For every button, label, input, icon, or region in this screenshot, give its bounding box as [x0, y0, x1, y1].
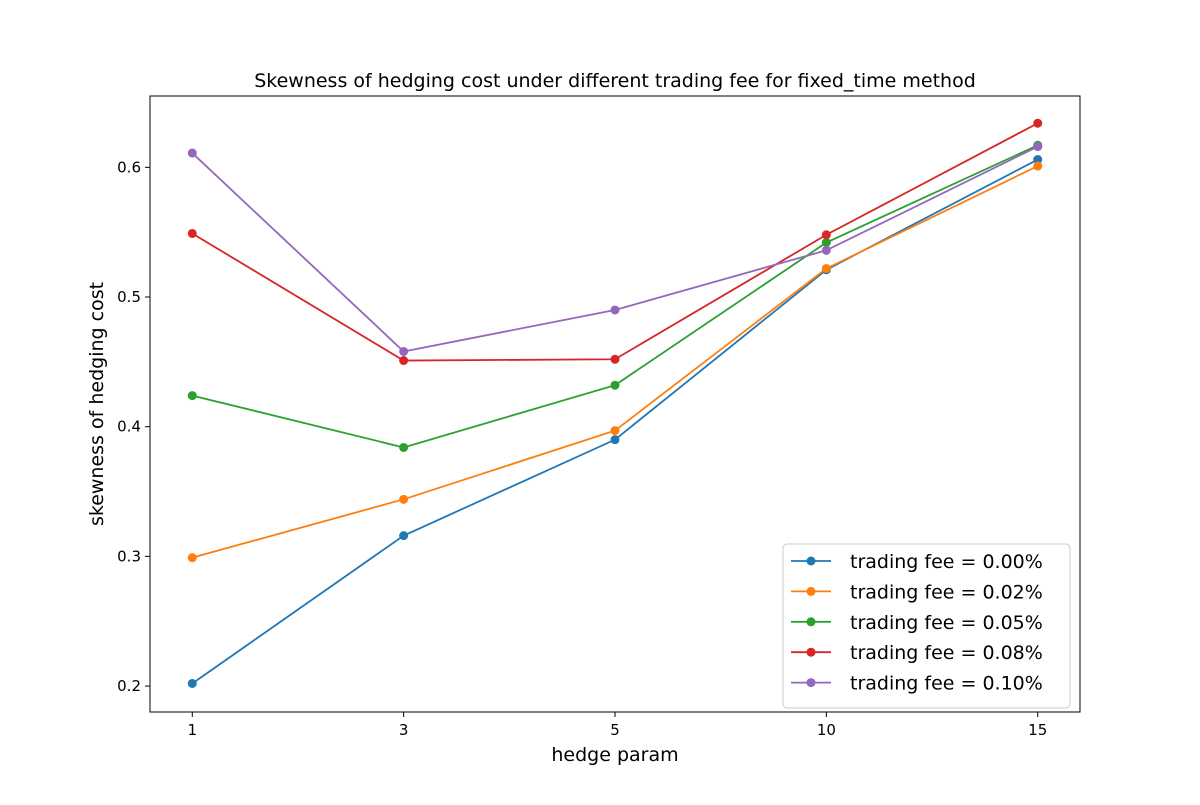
data-point: [187, 678, 197, 688]
x-axis-label: hedge param: [551, 744, 678, 766]
data-point: [399, 346, 409, 356]
data-point: [610, 435, 620, 445]
x-tick-label: 1: [187, 721, 197, 739]
y-axis-label: skewness of hedging cost: [86, 282, 108, 526]
data-point: [187, 148, 197, 158]
legend-item-3: trading fee = 0.08%: [791, 642, 1043, 664]
legend-label: trading fee = 0.00%: [850, 551, 1043, 573]
data-point: [1033, 142, 1043, 152]
y-tick-label: 0.5: [117, 288, 141, 306]
data-point: [610, 380, 620, 390]
data-point: [187, 391, 197, 401]
series-4: [187, 142, 1043, 356]
data-point: [821, 238, 831, 248]
plot-area: 1 3 5 10 15 0.2 0.3 0.4 0.5 0.6: [117, 95, 1081, 739]
legend-marker: [806, 647, 816, 657]
data-point: [821, 263, 831, 273]
data-point: [399, 356, 409, 366]
legend-item-1: trading fee = 0.02%: [791, 581, 1043, 603]
legend-label: trading fee = 0.08%: [850, 642, 1043, 664]
data-point: [187, 228, 197, 238]
legend: trading fee = 0.00% trading fee = 0.02% tr…: [782, 543, 1071, 709]
series-3: [187, 118, 1043, 366]
series-line: [191, 122, 1039, 362]
data-point: [399, 442, 409, 452]
legend-label: trading fee = 0.10%: [850, 673, 1043, 695]
legend-item-0: trading fee = 0.00%: [791, 551, 1043, 573]
x-tick-label: 5: [610, 721, 620, 739]
series-line: [191, 145, 1039, 353]
data-point: [610, 354, 620, 364]
series-2: [187, 140, 1043, 452]
data-point: [399, 494, 409, 504]
x-tick-label: 3: [399, 721, 409, 739]
chart-title: Skewness of hedging cost under different…: [254, 70, 976, 92]
x-tick-label: 15: [1028, 721, 1047, 739]
legend-marker: [806, 617, 816, 627]
y-tick-label: 0.4: [117, 418, 141, 436]
data-point: [821, 245, 831, 255]
legend-marker: [806, 678, 816, 688]
data-point: [1033, 118, 1043, 128]
legend-box: [782, 543, 1071, 709]
y-tick-label: 0.6: [117, 158, 141, 176]
legend-marker: [806, 586, 816, 596]
data-point: [1033, 155, 1043, 165]
legend-marker: [806, 556, 816, 566]
data-point: [399, 531, 409, 541]
x-tick-label: 10: [817, 721, 836, 739]
data-point: [610, 426, 620, 436]
data-point: [187, 553, 197, 563]
legend-label: trading fee = 0.02%: [850, 581, 1043, 603]
legend-label: trading fee = 0.05%: [850, 612, 1043, 634]
y-tick-label: 0.3: [117, 547, 141, 565]
legend-item-2: trading fee = 0.05%: [791, 612, 1043, 634]
data-point: [610, 305, 620, 315]
legend-item-4: trading fee = 0.10%: [791, 673, 1043, 695]
data-point: [1033, 161, 1043, 171]
series-1: [187, 161, 1043, 563]
y-tick-label: 0.2: [117, 677, 141, 695]
data-point: [821, 230, 831, 240]
